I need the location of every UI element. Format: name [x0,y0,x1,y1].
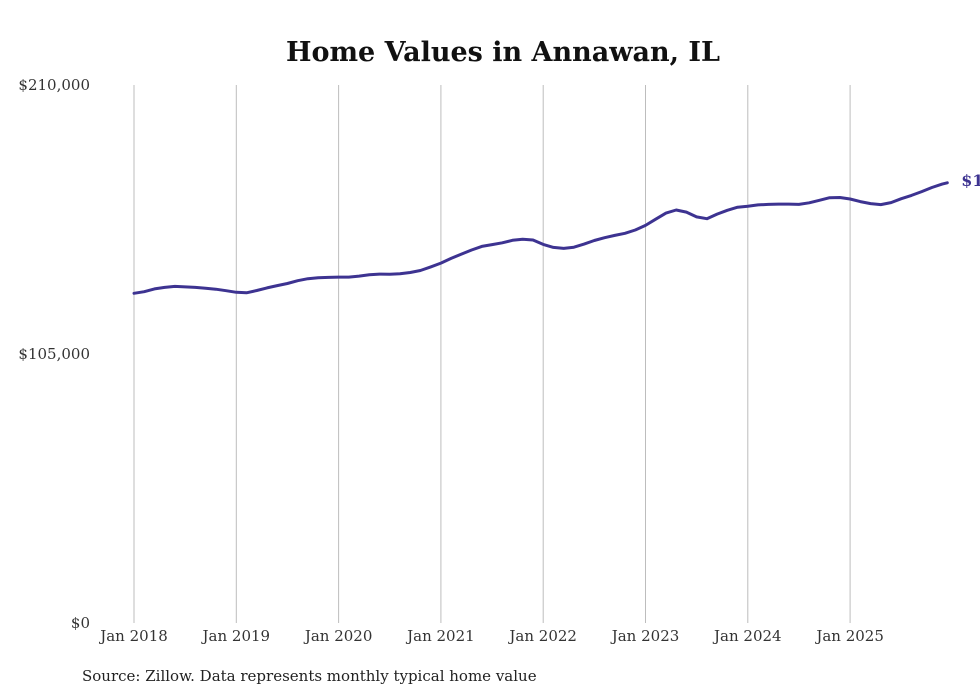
x-tick-label: Jan 2020 [303,627,373,645]
x-tick-label: Jan 2023 [610,627,680,645]
y-axis-ticks: $0 $105,000 $210,000 [18,76,90,632]
y-tick-label: $210,000 [18,76,90,94]
series-layer: $171,829 [132,171,980,295]
source-note: Source: Zillow. Data represents monthly … [82,667,537,685]
x-tick-label: Jan 2022 [507,627,577,645]
x-tick-label: Jan 2019 [201,627,271,645]
x-tick-label: Jan 2024 [712,627,782,645]
x-tick-label: Jan 2025 [814,627,884,645]
y-tick-label: $105,000 [18,345,90,363]
x-tick-label: Jan 2018 [98,627,168,645]
series-line-0 [132,181,949,295]
series-end-value-label: $171,829 [961,171,980,190]
y-tick-label: $0 [71,614,90,632]
x-axis-ticks: Jan 2018 Jan 2019 Jan 2020 Jan 2021 Jan 2022… [98,627,884,645]
gridlines [133,85,851,623]
x-tick-label: Jan 2021 [405,627,475,645]
chart-title: Home Values in Annawan, IL [286,37,720,68]
